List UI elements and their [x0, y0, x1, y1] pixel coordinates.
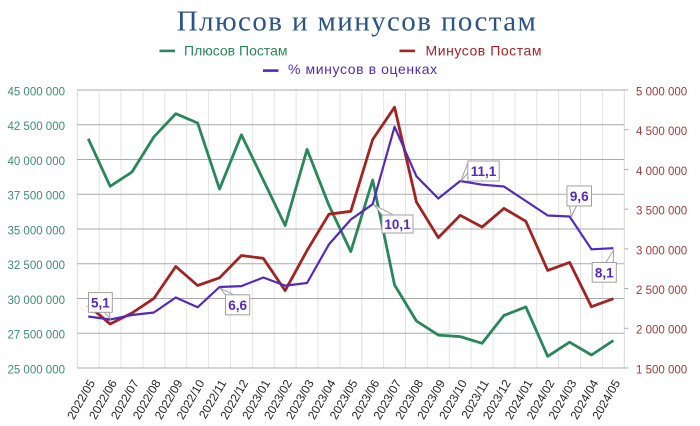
svg-text:6,6: 6,6 — [228, 298, 247, 313]
svg-text:40 000 000: 40 000 000 — [7, 156, 65, 168]
svg-text:45 000 000: 45 000 000 — [7, 86, 65, 98]
svg-text:37 500 000: 37 500 000 — [7, 191, 65, 203]
svg-text:5 000 000: 5 000 000 — [636, 86, 687, 98]
svg-text:35 000 000: 35 000 000 — [7, 225, 65, 237]
svg-text:10,1: 10,1 — [384, 217, 411, 232]
svg-text:3 000 000: 3 000 000 — [636, 245, 687, 257]
svg-text:2 000 000: 2 000 000 — [636, 325, 687, 337]
svg-text:42 500 000: 42 500 000 — [7, 121, 65, 133]
svg-text:25 000 000: 25 000 000 — [7, 364, 65, 376]
svg-text:27 500 000: 27 500 000 — [7, 330, 65, 342]
svg-text:2 500 000: 2 500 000 — [636, 285, 687, 297]
svg-text:30 000 000: 30 000 000 — [7, 295, 65, 307]
svg-text:% минусов в оценках: % минусов в оценках — [288, 61, 438, 77]
svg-text:Минусов Постам: Минусов Постам — [426, 43, 543, 59]
svg-text:5,1: 5,1 — [91, 296, 110, 311]
svg-text:1 500 000: 1 500 000 — [636, 364, 687, 376]
svg-text:4 500 000: 4 500 000 — [636, 126, 687, 138]
svg-text:9,6: 9,6 — [570, 189, 589, 204]
svg-text:3 500 000: 3 500 000 — [636, 206, 687, 218]
svg-text:4 000 000: 4 000 000 — [636, 166, 687, 178]
svg-text:11,1: 11,1 — [471, 164, 497, 179]
svg-text:8,1: 8,1 — [595, 266, 614, 281]
svg-text:Плюсов Постам: Плюсов Постам — [184, 43, 288, 59]
svg-text:Плюсов и минусов постам: Плюсов и минусов постам — [177, 6, 537, 38]
svg-text:32 500 000: 32 500 000 — [7, 260, 65, 272]
